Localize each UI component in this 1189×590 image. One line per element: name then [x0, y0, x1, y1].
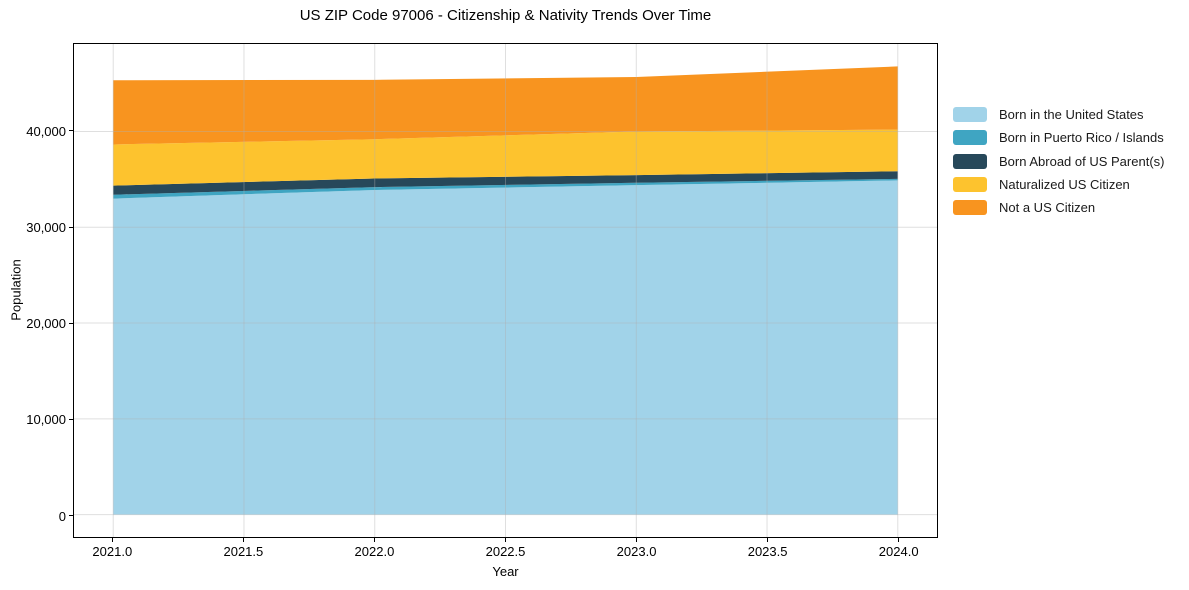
- y-tick-mark: [69, 418, 73, 420]
- area-born-abroad-of-us-parent-s: [113, 171, 898, 195]
- x-tick-label: 2024.0: [878, 544, 919, 559]
- y-tick-mark: [69, 515, 73, 516]
- x-tick-label: 2022.5: [485, 544, 526, 559]
- x-tick-label: 2023.0: [616, 544, 657, 559]
- x-tick-mark: [767, 538, 769, 542]
- y-tick-mark: [69, 130, 73, 132]
- x-tick-mark: [505, 538, 506, 542]
- legend-item: Not a US Citizen: [953, 200, 1164, 216]
- legend-swatch-born-abroad-of-us-parent-s: [953, 153, 987, 169]
- legend-label: Not a US Citizen: [999, 200, 1096, 216]
- legend-label: Born in Puerto Rico / Islands: [999, 130, 1164, 146]
- x-axis-label: Year: [492, 564, 519, 579]
- y-tick-label: 20,000: [26, 316, 66, 332]
- chart-title: US ZIP Code 97006 - Citizenship & Nativi…: [299, 7, 712, 24]
- x-tick-label: 2021.5: [223, 544, 264, 559]
- y-tick-mark: [69, 322, 73, 324]
- y-tick-mark: [69, 226, 73, 228]
- x-tick-mark: [111, 538, 113, 542]
- x-tick-mark: [242, 538, 244, 542]
- legend-label: Born Abroad of US Parent(s): [999, 153, 1165, 169]
- legend-swatch-not-a-us-citizen: [953, 200, 987, 216]
- legend: Born in the United States Born in Puerto …: [953, 107, 1165, 216]
- y-tick-label: 40,000: [26, 123, 66, 139]
- x-tick-label: 2022.0: [354, 544, 395, 559]
- area-born-in-puerto-rico-islands: [113, 178, 898, 199]
- y-tick-label: 10,000: [26, 412, 66, 428]
- x-tick-mark: [373, 538, 375, 542]
- legend-label: Born in the United States: [999, 107, 1144, 122]
- legend-swatch-born-in-the-united-states: [953, 107, 987, 122]
- plot-panel: [73, 43, 938, 538]
- stacked-area-plot: [74, 44, 937, 537]
- area-not-a-us-citizen: [113, 66, 898, 145]
- legend-item: Born Abroad of US Parent(s): [953, 153, 1165, 169]
- x-tick-mark: [898, 538, 900, 542]
- legend-item: Born in the United States: [953, 107, 1164, 122]
- legend-label: Naturalized US Citizen: [999, 176, 1130, 192]
- x-tick-label: 2023.5: [747, 544, 788, 559]
- legend-item: Born in Puerto Rico / Islands: [953, 130, 1164, 146]
- y-tick-label: 0: [58, 508, 66, 524]
- area-born-in-the-united-states: [113, 180, 898, 515]
- legend-swatch-born-in-puerto-rico-islands: [953, 130, 987, 146]
- y-tick-label: 30,000: [26, 220, 66, 236]
- x-tick-label: 2021.0: [92, 544, 133, 559]
- x-tick-mark: [636, 538, 638, 542]
- y-axis-label: Population: [8, 259, 24, 321]
- legend-item: Naturalized US Citizen: [953, 176, 1164, 192]
- legend-swatch-naturalized-us-citizen: [953, 176, 987, 192]
- area-naturalized-us-citizen: [113, 129, 898, 186]
